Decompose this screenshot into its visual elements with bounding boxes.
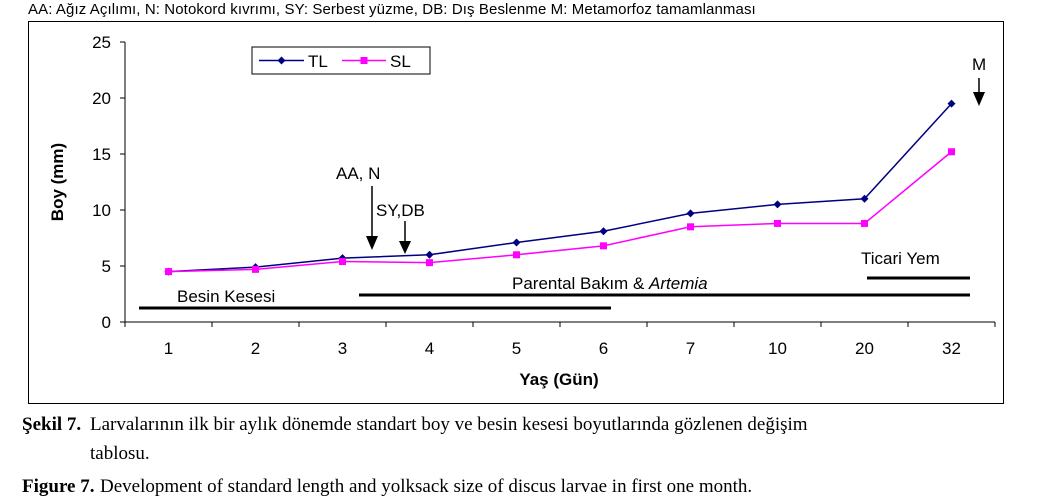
y-tick-label: 25 bbox=[92, 33, 111, 52]
x-tick-label: 2 bbox=[251, 339, 260, 358]
x-tick-label: 1 bbox=[164, 339, 173, 358]
x-tick-label: 7 bbox=[686, 339, 695, 358]
x-tick-label: 6 bbox=[599, 339, 608, 358]
period-label-besin-kesesi: Besin Kesesi bbox=[177, 287, 275, 306]
caption-en-text: Development of standard length and yolks… bbox=[100, 476, 753, 497]
data-point-tl bbox=[773, 200, 782, 209]
period-bar-parental: Parental Bakım & Artemia bbox=[359, 274, 970, 297]
x-tick-label: 4 bbox=[425, 339, 434, 358]
data-point-sl bbox=[339, 258, 346, 266]
line-chart: 0 5 10 15 20 25 1 2 3 4 5 6 7 10 20 32 Boy (mm) Yaş (G… bbox=[48, 33, 996, 389]
y-axis-label: Boy (mm) bbox=[48, 143, 67, 221]
data-point-sl bbox=[252, 265, 259, 273]
period-bar-besin-kesesi: Besin Kesesi bbox=[139, 287, 611, 310]
legend: TL SL bbox=[251, 46, 431, 75]
y-tick-label: 5 bbox=[102, 257, 111, 276]
data-point-sl bbox=[426, 259, 433, 267]
period-bar-ticari: Ticari Yem bbox=[861, 249, 970, 280]
data-point-tl bbox=[686, 209, 695, 218]
data-point-sl bbox=[774, 219, 781, 227]
series-layer bbox=[164, 99, 956, 276]
series-line-sl bbox=[168, 151, 952, 273]
x-ticks: 1 2 3 4 5 6 7 10 20 32 bbox=[124, 322, 996, 358]
annotation-m: M bbox=[972, 55, 986, 106]
annotation-m-label: M bbox=[972, 55, 986, 74]
y-tick-label: 20 bbox=[92, 89, 111, 108]
annotation-aa-n-label: AA, N bbox=[336, 164, 380, 183]
legend-label-tl: TL bbox=[308, 52, 328, 71]
data-point-tl bbox=[599, 227, 608, 236]
y-ticks: 0 5 10 15 20 25 bbox=[92, 33, 125, 332]
x-tick-label: 5 bbox=[512, 339, 521, 358]
caption-tr-label: Şekil 7. bbox=[22, 414, 82, 435]
period-label-ticari: Ticari Yem bbox=[861, 249, 940, 268]
x-tick-label: 3 bbox=[338, 339, 347, 358]
annotation-sy-db-label: SY,DB bbox=[376, 201, 425, 220]
data-point-sl bbox=[948, 148, 955, 156]
data-point-sl bbox=[861, 219, 868, 227]
chart-frame: 0 5 10 15 20 25 1 2 3 4 5 6 7 10 20 32 Boy (mm) Yaş (G… bbox=[28, 21, 1004, 404]
abbreviation-note: AA: Ağız Açılımı, N: Notokord kıvrımı, S… bbox=[28, 1, 756, 18]
data-point-tl bbox=[512, 238, 521, 247]
x-axis-label: Yaş (Gün) bbox=[519, 370, 598, 389]
data-point-tl bbox=[947, 99, 956, 108]
data-point-sl bbox=[513, 251, 520, 259]
data-point-tl bbox=[425, 250, 434, 259]
y-tick-label: 10 bbox=[92, 201, 111, 220]
legend-label-sl: SL bbox=[390, 52, 411, 71]
legend-item-tl: TL bbox=[259, 52, 328, 71]
annotation-aa-n: AA, N bbox=[336, 164, 380, 250]
data-point-sl bbox=[165, 268, 172, 276]
caption-tr-text-line2: tablosu. bbox=[90, 443, 150, 464]
y-tick-label: 0 bbox=[102, 313, 111, 332]
legend-item-sl: SL bbox=[342, 52, 411, 71]
y-tick-label: 15 bbox=[92, 145, 111, 164]
data-point-sl bbox=[600, 242, 607, 250]
series-line-tl bbox=[168, 103, 953, 273]
data-point-sl bbox=[687, 223, 694, 231]
annotation-sy-db: SY,DB bbox=[376, 201, 425, 254]
x-tick-label: 10 bbox=[768, 339, 787, 358]
period-label-parental: Parental Bakım & Artemia bbox=[512, 274, 708, 293]
x-tick-label: 32 bbox=[942, 339, 961, 358]
caption-tr-text: Larvalarının ilk bir aylık dönemde stand… bbox=[90, 414, 808, 435]
data-point-tl bbox=[860, 194, 869, 203]
caption-en-label: Figure 7. bbox=[22, 476, 95, 497]
x-tick-label: 20 bbox=[855, 339, 874, 358]
